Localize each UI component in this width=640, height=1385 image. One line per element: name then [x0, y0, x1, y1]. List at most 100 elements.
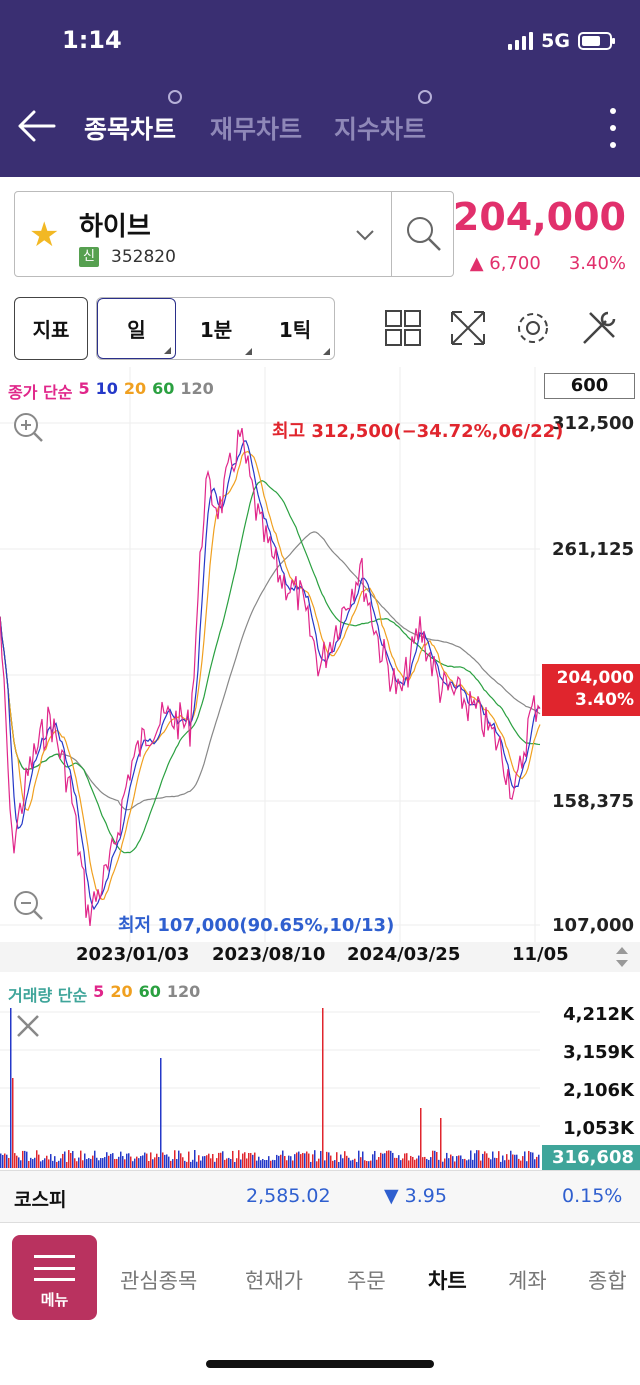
volume-bar — [280, 1154, 282, 1168]
volume-bar — [522, 1156, 524, 1168]
volume-bar — [144, 1152, 146, 1168]
volume-bar — [218, 1152, 220, 1168]
volume-bar — [158, 1157, 160, 1168]
nav-current-price[interactable]: 현재가 — [245, 1269, 303, 1293]
close-icon[interactable] — [14, 1012, 42, 1040]
nav-order[interactable]: 주문 — [347, 1269, 386, 1293]
volume-chart[interactable]: 거래량 단순 5 20 60 120 4,212K 3,159K 2,106K … — [0, 972, 640, 1170]
volume-bar — [130, 1156, 132, 1168]
volume-bar — [268, 1156, 270, 1168]
volume-bar — [456, 1156, 458, 1168]
market-index-bar[interactable]: 코스피 2,585.02 ▼ 3.95 0.15% — [0, 1170, 640, 1222]
split-resize-icon[interactable] — [612, 944, 632, 970]
volume-bar — [22, 1150, 24, 1168]
period-minute-button[interactable]: 1분 — [176, 298, 256, 359]
volume-bar — [488, 1157, 490, 1168]
volume-bar — [190, 1161, 192, 1168]
grid-layout-icon[interactable] — [384, 309, 422, 347]
volume-bar — [482, 1153, 484, 1168]
zoom-count-input[interactable]: 600 — [544, 373, 635, 399]
price-chart-canvas[interactable] — [0, 367, 640, 942]
expand-icon[interactable] — [449, 309, 487, 347]
legend-ma10: 10 — [95, 379, 118, 398]
volume-bar — [438, 1159, 440, 1168]
stock-code: 352820 — [111, 247, 176, 267]
ma20-line — [0, 450, 541, 901]
volume-bar — [72, 1151, 74, 1168]
back-arrow-icon[interactable] — [14, 104, 58, 148]
volume-bar — [78, 1157, 80, 1168]
volume-bar — [462, 1159, 464, 1168]
volume-bar — [120, 1151, 122, 1168]
volume-bar — [168, 1156, 170, 1168]
volume-bar — [140, 1156, 142, 1168]
ma120-line — [0, 531, 541, 811]
volume-bar — [424, 1156, 426, 1168]
volume-bar — [216, 1158, 218, 1168]
volume-bar — [82, 1160, 84, 1168]
search-button[interactable] — [391, 192, 454, 276]
volume-bar — [234, 1161, 236, 1168]
volume-bar — [304, 1153, 306, 1168]
volume-bar — [406, 1153, 408, 1168]
volume-bar — [244, 1152, 246, 1168]
tools-icon[interactable] — [580, 309, 618, 347]
volume-bar — [478, 1150, 480, 1168]
nav-account[interactable]: 계좌 — [508, 1269, 547, 1293]
volume-bar — [474, 1153, 476, 1168]
volume-bar — [362, 1151, 364, 1168]
indicator-button[interactable]: 지표 — [14, 297, 88, 360]
volume-bar — [388, 1150, 390, 1168]
volume-bar — [272, 1159, 274, 1168]
volume-bar — [176, 1159, 178, 1168]
volume-bar — [400, 1160, 402, 1168]
tab-financial-chart[interactable]: 재무차트 — [210, 115, 303, 144]
volume-bar — [152, 1159, 154, 1168]
date-label: 11/05 — [512, 944, 569, 965]
current-price-tag: 204,000 3.40% — [542, 664, 640, 716]
period-day-button[interactable]: 일 — [97, 298, 176, 359]
zoom-out-icon[interactable] — [12, 889, 44, 921]
sync-badge-icon — [168, 90, 182, 104]
nav-chart[interactable]: 차트 — [428, 1269, 467, 1293]
volume-bar — [110, 1153, 112, 1168]
menu-button[interactable]: 메뉴 — [12, 1235, 97, 1320]
volume-bar — [484, 1151, 486, 1168]
volume-bar — [432, 1150, 434, 1168]
kebab-menu-icon[interactable] — [610, 108, 618, 148]
volume-bar — [408, 1160, 410, 1168]
favorite-star-icon[interactable]: ★ — [29, 215, 60, 255]
volume-bar — [194, 1150, 196, 1168]
stock-selector[interactable]: ★ 하이브 신 352820 — [14, 191, 454, 277]
volume-bar — [252, 1154, 254, 1168]
settings-gear-icon[interactable] — [514, 309, 552, 347]
volume-bar — [288, 1155, 290, 1168]
date-label: 2023/08/10 — [212, 944, 326, 965]
chevron-down-icon[interactable] — [355, 228, 375, 242]
index-value: 2,585.02 — [246, 1185, 331, 1207]
tab-stock-chart[interactable]: 종목차트 — [84, 115, 177, 144]
price-chart[interactable]: 종가 단순 5 10 20 60 120 600 312,500 261,125… — [0, 367, 640, 942]
volume-bar — [372, 1154, 374, 1168]
legend-ma120: 120 — [180, 379, 214, 398]
period-tick-button[interactable]: 1틱 — [256, 298, 334, 359]
volume-bar — [146, 1153, 148, 1168]
volume-bar — [468, 1159, 470, 1168]
volume-bar — [368, 1161, 370, 1168]
volume-bar — [198, 1155, 200, 1168]
volume-bar — [382, 1153, 384, 1168]
volume-bar — [132, 1161, 134, 1168]
volume-chart-canvas[interactable] — [0, 972, 640, 1170]
zoom-in-icon[interactable] — [12, 411, 44, 443]
volume-bar — [418, 1155, 420, 1168]
date-label: 2024/03/25 — [347, 944, 461, 965]
volume-bar — [334, 1160, 336, 1168]
nav-watchlist[interactable]: 관심종목 — [120, 1269, 198, 1293]
volume-bar — [150, 1152, 152, 1168]
volume-bar — [128, 1153, 130, 1168]
volume-bar — [14, 1153, 16, 1168]
nav-overview[interactable]: 종합 — [588, 1269, 627, 1293]
tab-index-chart[interactable]: 지수차트 — [334, 115, 427, 144]
volume-bar — [104, 1157, 106, 1168]
price-change-amount: ▲ 6,700 — [469, 253, 541, 274]
